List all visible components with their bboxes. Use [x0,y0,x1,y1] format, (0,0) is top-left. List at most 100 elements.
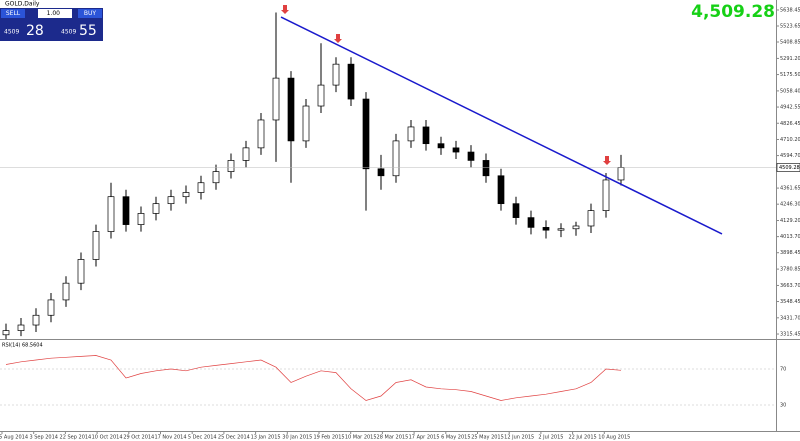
candle-body [197,182,205,193]
candle-body [497,175,505,205]
x-tick-label: 3 Sep 2014 [29,435,58,441]
y-tick-label: 70 [780,367,786,373]
candle-body [347,63,355,100]
x-tick-label: 29 Oct 2014 [123,435,154,441]
arrow [334,34,342,43]
candle-body [557,228,565,231]
lot-value: 1.00 [47,10,61,17]
y-tick-label: 5175.50 [780,72,800,78]
candle-body [332,63,340,86]
x-tick-label: 25 Dec 2014 [218,435,250,441]
current-price-box [776,163,800,172]
x-tick-label: 10 Oct 2014 [92,435,123,441]
x-tick-label: 17 Apr 2015 [409,435,440,441]
y-tick-label: 4942.55 [780,105,800,111]
ask-small: 55 [79,23,97,39]
candle-body [77,259,85,284]
candle-body [422,126,430,145]
arrow [603,156,611,165]
y-tick-label: 4594.70 [780,153,800,159]
bid-big: 4509 [4,29,19,36]
rsi-line [5,355,622,401]
y-tick-label: 4129.20 [780,218,800,224]
sell-label: SELL [6,10,21,17]
candle-body [542,227,550,231]
x-tick-label: 2 Jul 2015 [538,435,563,441]
chart-title: GOLD,Daily [5,1,40,8]
pane-title: RSI(14) 68.5604 [2,343,43,349]
candle-body [287,77,295,142]
candle-body [212,171,220,184]
candle-body [2,330,10,336]
y-tick-label: 4826.45 [780,121,800,127]
candle-body [572,225,580,230]
candle-body [437,143,445,149]
buy-label: BUY [84,10,97,17]
x-tick-label: 13 Jan 2015 [251,435,281,441]
candle-body [152,203,160,214]
x-tick-label: 22 Sep 2014 [60,435,92,441]
x-tick-label: 30 Jan 2015 [282,435,312,441]
quote: 4,509.28 [691,2,775,22]
candle-body [317,84,325,107]
x-tick-label: 10 Aug 2015 [598,435,630,441]
candle-body [47,299,55,316]
candle-body [362,98,370,170]
x-tick-label: 10 Mar 2015 [345,435,377,441]
candle-body [107,196,115,232]
candle-body [392,140,400,177]
x-tick-label: 6 May 2015 [441,435,470,441]
candle-body [512,203,520,218]
candle-body [272,77,280,121]
y-tick-label: 4013.70 [780,234,800,240]
y-tick-label: 4710.20 [780,137,800,143]
candle-body [137,213,145,225]
y-tick-label: 4361.65 [780,186,800,192]
y-tick-label: 5408.85 [780,40,800,46]
y-tick-label: 3663.70 [780,283,800,289]
x-tick-label: 15 Aug 2014 [0,435,28,441]
candle-body [167,196,175,205]
candle-body [407,126,415,142]
x-tick-label: 12 Jun 2015 [504,435,534,441]
sell-button[interactable] [1,9,25,18]
buy-button[interactable] [78,9,102,18]
candle-body [242,147,250,161]
lot-input[interactable] [38,9,72,18]
x-tick-label: 17 Nov 2014 [154,435,186,441]
y-tick-label: 3898.45 [780,250,800,256]
arrow-markers [281,5,611,165]
candle-body [122,196,130,225]
candle-body [257,119,265,149]
candle-body [182,192,190,198]
candle-body [587,210,595,227]
y-tick-label: 5523.65 [780,23,800,29]
y-tick-label: 30 [780,403,786,409]
x-tick-label: 28 Mar 2015 [377,435,409,441]
y-tick-label: 3548.45 [780,299,800,305]
candle-body [482,160,490,177]
candle-body [17,324,25,331]
y-tick-label: 4246.30 [780,202,800,208]
x-tick-label: 22 Jul 2015 [568,435,596,441]
y-tick-label: 3431.70 [780,315,800,321]
trendline [280,16,723,235]
candle-body [467,151,475,161]
y-tick-label: 5291.20 [780,56,800,62]
candle-body [302,105,310,142]
y-tick-label: 5638.45 [780,7,800,13]
candle-body [92,231,100,260]
y-tick-label: 5058.40 [780,88,800,94]
candle-body [32,314,40,326]
x-tick-label: 25 May 2015 [471,435,504,441]
y-tick-label: 3315.45 [780,332,800,338]
x-tick-label: 19 Feb 2015 [313,435,344,441]
candle-body [452,147,460,153]
current-price-label: 4509.28 [779,165,800,171]
candle-body [602,179,610,211]
candle-body [62,282,70,301]
arrow [281,5,289,14]
